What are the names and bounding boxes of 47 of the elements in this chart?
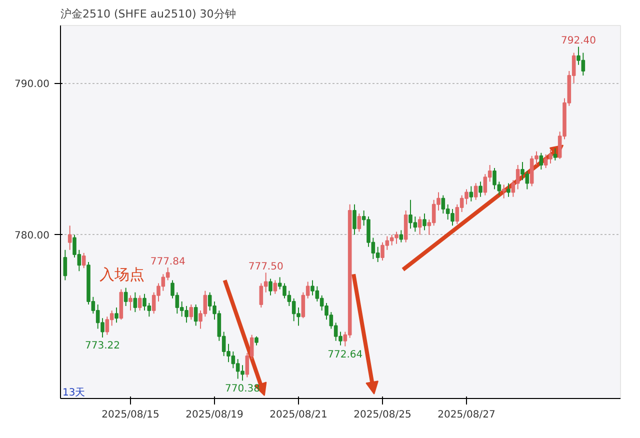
candlestick: [273, 280, 278, 294]
candlestick: [254, 336, 258, 346]
y-tick-label: 780.00: [14, 230, 50, 242]
candlestick: [357, 213, 362, 232]
candlestick: [82, 252, 86, 269]
candlestick: [502, 184, 506, 199]
candlestick: [539, 152, 544, 170]
annotation: 772.64: [328, 349, 363, 360]
annotation: 770.38: [225, 384, 260, 395]
x-tick-label: 2025/08/27: [438, 410, 496, 420]
y-tick-label: 790.00: [14, 79, 50, 90]
candlestick: [138, 294, 142, 312]
candlestick: [352, 204, 356, 236]
x-tick-label: 2025/08/21: [270, 410, 328, 420]
candlestick: [553, 148, 558, 161]
candlestick: [516, 164, 520, 190]
candlestick: [483, 174, 488, 196]
candlestick: [506, 182, 510, 198]
candlestick: [105, 316, 110, 336]
chart-title: 沪金2510 (SHFE au2510) 30分钟: [60, 8, 236, 20]
candlestick: [194, 304, 198, 326]
annotation: 792.40: [561, 36, 596, 47]
candlestick: [259, 282, 264, 308]
candlestick: [124, 287, 128, 307]
candlestick: [189, 304, 194, 320]
candlestick: [422, 213, 426, 231]
annotation: 777.50: [248, 262, 284, 273]
candlestick: [268, 278, 272, 296]
annotation: 入场点: [100, 265, 144, 284]
candlestick: [133, 292, 138, 313]
annotation: 777.84: [150, 256, 186, 268]
candlestick: [63, 249, 68, 281]
x-tick-label: 2025/08/19: [186, 410, 244, 420]
x-tick-label: 2025/08/15: [102, 410, 160, 420]
candlestick: [128, 294, 132, 312]
candlestick: [469, 186, 474, 202]
candlestick: [474, 182, 478, 200]
candlestick: [418, 216, 422, 236]
candlestick: [68, 225, 72, 250]
candlestick: [441, 194, 446, 214]
candlestick: [114, 307, 118, 324]
annotation: 13天: [62, 388, 86, 398]
candlestick: [478, 181, 482, 198]
x-tick-label: 2025/08/25: [354, 410, 412, 420]
candlestick: [399, 230, 404, 243]
candlestick: [376, 246, 380, 263]
annotation: 773.22: [85, 340, 120, 352]
